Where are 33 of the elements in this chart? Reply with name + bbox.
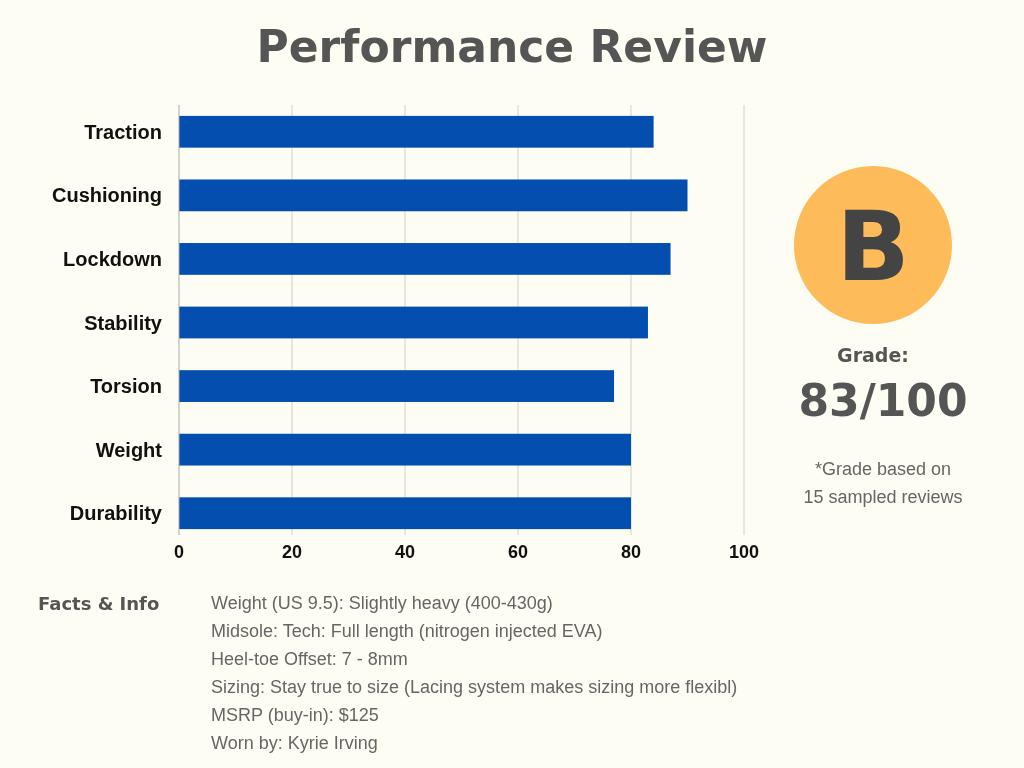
x-tick-label: 0: [173, 542, 185, 562]
text: MSRP (buy-in): $125: [211, 705, 379, 725]
y-tick-label: Durability: [69, 502, 163, 525]
y-tick-label: Stability: [84, 311, 163, 334]
bar: [179, 370, 615, 402]
x-tick-label: 40: [394, 542, 416, 562]
y-tick-label: Weight: [95, 438, 163, 461]
bar: [179, 497, 631, 530]
y-tick-label: Lockdown: [63, 247, 162, 270]
x-tick-label: 60: [507, 542, 529, 562]
text: Heel-toe Offset: 7 - 8mm: [211, 649, 408, 669]
y-tick-label: Cushioning: [52, 184, 162, 207]
text: 15 sampled reviews: [803, 487, 963, 507]
bar: [179, 306, 648, 339]
x-tick-label: 20: [281, 542, 303, 562]
bar: [179, 433, 631, 466]
chart-title: Performance Review: [256, 21, 768, 72]
text: Sizing: Stay true to size (Lacing system makes sizing more flexibl): [211, 677, 738, 697]
text: Midsole: Tech: Full length (nitrogen injected EVA): [211, 621, 603, 641]
text: Worn by: Kyrie Irving: [211, 733, 378, 753]
bar: [179, 179, 688, 212]
text: Grade:: [837, 344, 909, 366]
x-tick-label: 100: [728, 542, 760, 562]
bar: [179, 243, 671, 275]
y-tick-label: Torsion: [90, 375, 162, 398]
text: Weight (US 9.5): Slightly heavy (400-430g): [211, 593, 553, 613]
text: *Grade based on: [814, 459, 952, 479]
grade-badge: B: [794, 166, 952, 324]
text: 83/100: [798, 375, 968, 426]
x-tick-label: 80: [620, 542, 642, 562]
text: Facts & Info: [38, 593, 160, 614]
y-tick-label: Traction: [84, 120, 162, 143]
bar: [179, 115, 654, 148]
